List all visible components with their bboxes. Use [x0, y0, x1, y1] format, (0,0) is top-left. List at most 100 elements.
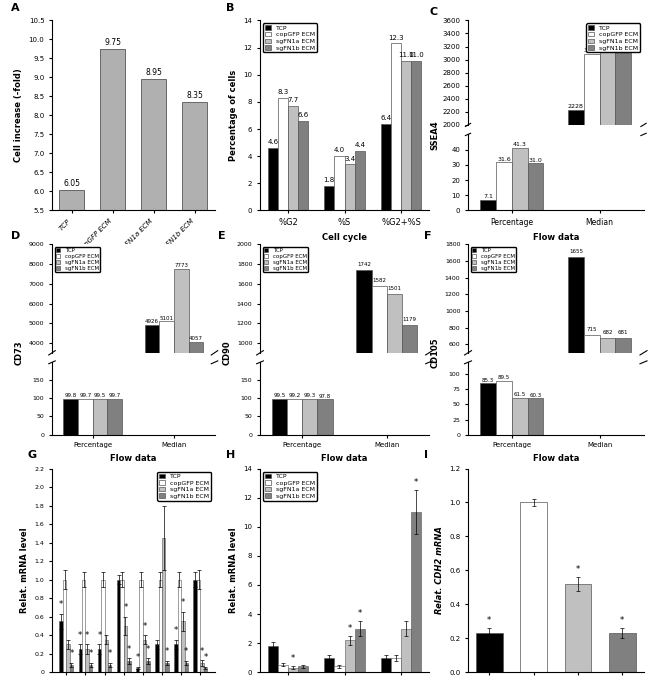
Bar: [401, 629, 411, 672]
Text: 1501: 1501: [387, 286, 401, 291]
Bar: [146, 661, 150, 672]
Legend: TCP, copGFP ECM, sgFN1a ECM, sgFN1b ECM: TCP, copGFP ECM, sgFN1a ECM, sgFN1b ECM: [157, 472, 211, 500]
X-axis label: Flow data: Flow data: [110, 454, 157, 463]
Text: 3088: 3088: [584, 48, 599, 52]
Text: 4.4: 4.4: [354, 142, 365, 148]
Bar: [200, 663, 203, 672]
Bar: [391, 43, 401, 210]
Bar: [63, 580, 66, 672]
Y-axis label: Cell increase (-fold): Cell increase (-fold): [14, 69, 23, 162]
Bar: [496, 381, 512, 435]
Text: *: *: [136, 653, 140, 662]
Text: 715: 715: [586, 327, 597, 333]
Text: 3104: 3104: [616, 46, 631, 52]
Bar: [387, 293, 402, 441]
Bar: [272, 399, 287, 435]
Bar: [565, 584, 592, 672]
Text: 7.7: 7.7: [287, 97, 299, 103]
Bar: [98, 649, 101, 672]
Bar: [480, 200, 496, 210]
Bar: [108, 665, 111, 672]
Text: *: *: [146, 644, 150, 654]
Text: C: C: [430, 7, 437, 17]
Text: 60.3: 60.3: [530, 392, 541, 398]
Text: *: *: [85, 631, 89, 640]
Bar: [165, 663, 169, 672]
Text: B: B: [226, 3, 235, 13]
Text: 97.8: 97.8: [319, 394, 332, 399]
Text: 3408: 3408: [600, 26, 616, 32]
Bar: [100, 49, 125, 420]
Bar: [401, 61, 411, 210]
Bar: [124, 626, 127, 672]
Bar: [616, 337, 631, 394]
Bar: [391, 658, 401, 672]
Text: 99.5: 99.5: [273, 393, 285, 399]
Text: 11.0: 11.0: [398, 52, 414, 58]
Text: *: *: [203, 653, 207, 662]
Text: 6.05: 6.05: [63, 179, 80, 187]
Text: *: *: [88, 649, 93, 659]
Legend: TCP, copGFP ECM, sgFN1a ECM, sgFN1b ECM: TCP, copGFP ECM, sgFN1a ECM, sgFN1b ECM: [471, 247, 516, 272]
Bar: [268, 148, 278, 210]
Legend: TCP, copGFP ECM, sgFN1a ECM, sgFN1b ECM: TCP, copGFP ECM, sgFN1a ECM, sgFN1b ECM: [263, 472, 317, 500]
Bar: [82, 580, 85, 672]
Y-axis label: CD90: CD90: [222, 340, 231, 365]
Bar: [356, 270, 372, 441]
Bar: [344, 640, 355, 672]
Bar: [107, 399, 122, 435]
Text: F: F: [424, 231, 432, 241]
Text: A: A: [12, 3, 20, 13]
Text: 12.3: 12.3: [388, 35, 404, 41]
Bar: [70, 665, 73, 672]
Legend: TCP, copGFP ECM, sgFN1a ECM, sgFN1b ECM: TCP, copGFP ECM, sgFN1a ECM, sgFN1b ECM: [263, 24, 317, 52]
Text: *: *: [78, 631, 83, 640]
Bar: [183, 102, 207, 420]
Text: *: *: [124, 603, 127, 612]
Text: 99.7: 99.7: [79, 393, 92, 398]
Bar: [317, 399, 333, 435]
Bar: [64, 399, 78, 435]
Text: 99.8: 99.8: [64, 393, 77, 398]
Text: 8.35: 8.35: [187, 91, 203, 100]
Bar: [344, 164, 355, 210]
Text: 6.6: 6.6: [298, 112, 309, 118]
Text: *: *: [59, 600, 63, 609]
Bar: [334, 666, 345, 672]
Text: 1582: 1582: [372, 278, 386, 282]
Bar: [298, 121, 308, 210]
Bar: [139, 580, 143, 672]
Text: *: *: [142, 621, 147, 631]
Text: *: *: [165, 648, 169, 657]
Bar: [568, 257, 584, 394]
Text: *: *: [174, 626, 178, 635]
Bar: [177, 580, 181, 672]
Bar: [59, 189, 84, 420]
Text: 31.6: 31.6: [497, 157, 511, 162]
Y-axis label: Percentage of cells: Percentage of cells: [229, 70, 238, 161]
Bar: [372, 286, 387, 441]
Bar: [402, 325, 417, 441]
Text: I: I: [424, 450, 428, 460]
Text: 31.0: 31.0: [528, 158, 543, 162]
Bar: [520, 502, 547, 672]
Bar: [288, 106, 298, 210]
X-axis label: Cell cycle: Cell cycle: [322, 233, 367, 242]
Bar: [411, 61, 421, 210]
Bar: [480, 383, 496, 435]
Bar: [188, 342, 203, 422]
Text: 1.8: 1.8: [324, 177, 335, 183]
Bar: [155, 644, 159, 672]
Bar: [159, 580, 162, 672]
Text: 9.75: 9.75: [104, 38, 122, 47]
Text: 99.5: 99.5: [94, 393, 106, 399]
Text: 99.2: 99.2: [289, 393, 301, 399]
Text: D: D: [12, 231, 21, 241]
Text: 11.0: 11.0: [408, 52, 424, 58]
X-axis label: Flow data: Flow data: [321, 454, 368, 463]
Bar: [584, 54, 599, 256]
Text: 681: 681: [618, 330, 629, 335]
Bar: [599, 337, 616, 394]
Legend: TCP, copGFP ECM, sgFN1a ECM, sgFN1b ECM: TCP, copGFP ECM, sgFN1a ECM, sgFN1b ECM: [586, 24, 640, 52]
Text: *: *: [620, 616, 625, 625]
